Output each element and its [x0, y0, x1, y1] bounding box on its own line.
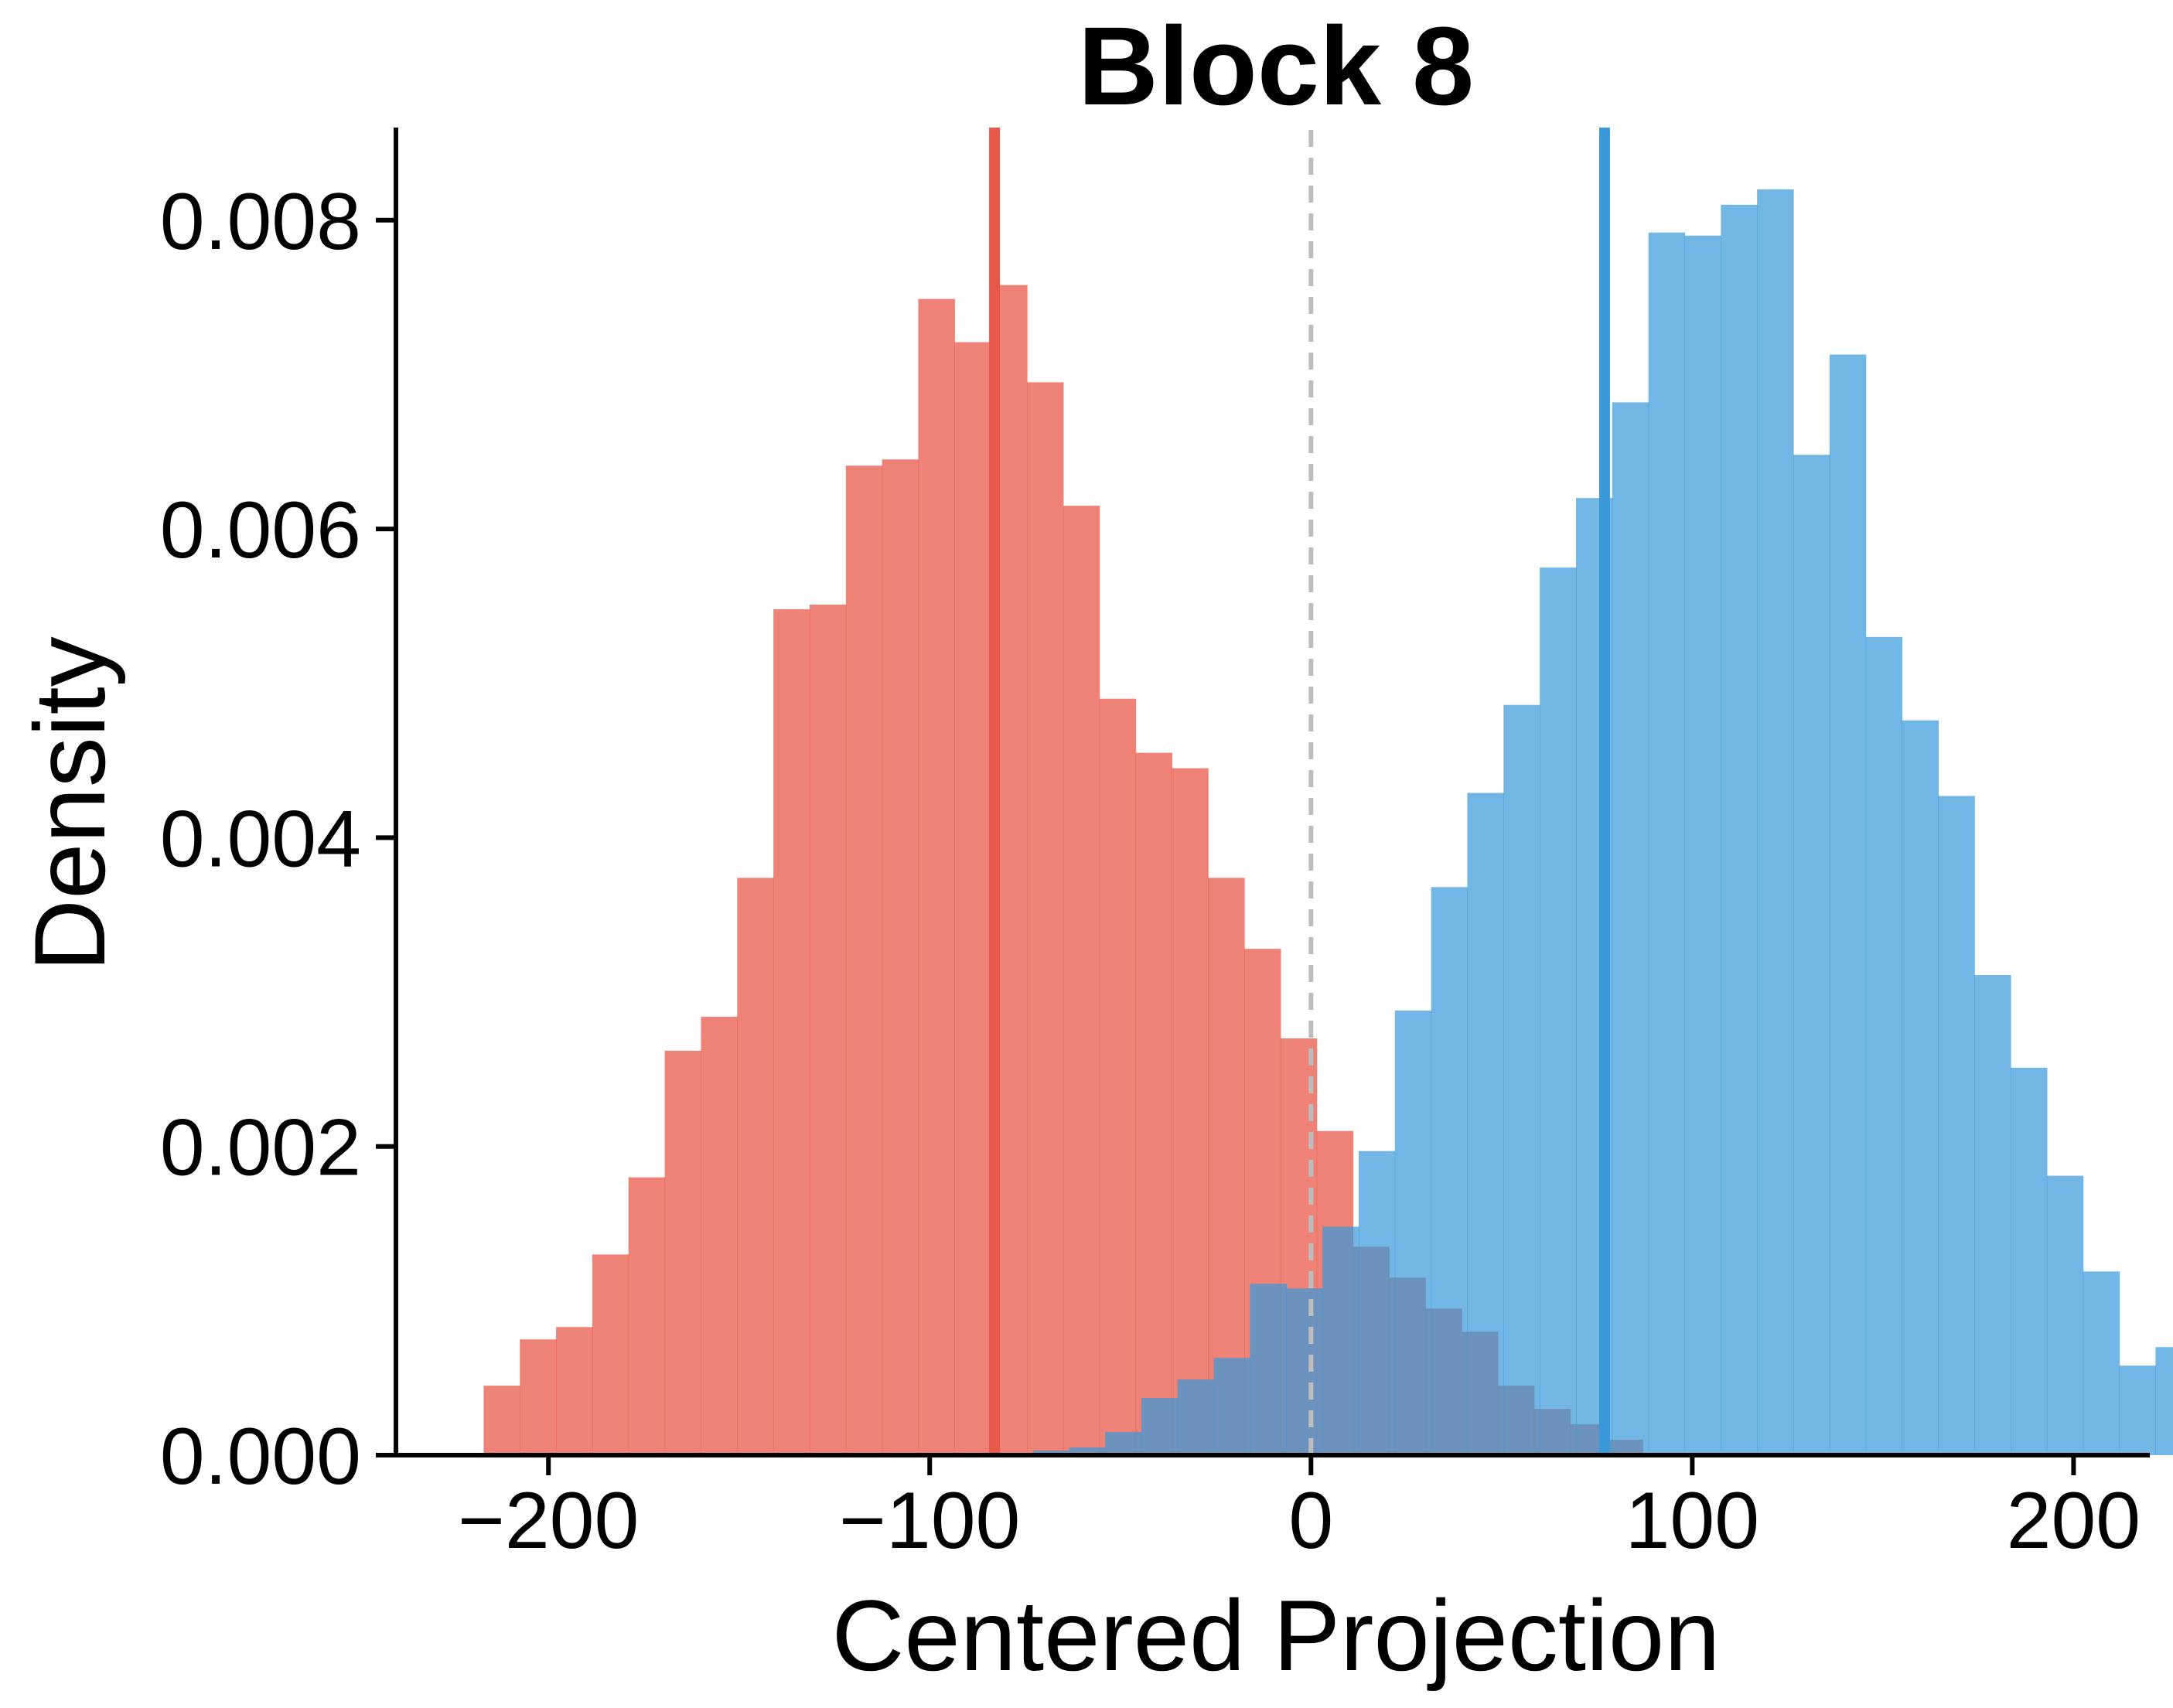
histogram-bar-series-2 — [1612, 402, 1649, 1455]
x-tick-label: −200 — [458, 1476, 639, 1566]
histogram-bar-series-2 — [1757, 189, 1794, 1455]
histogram-bar-series-2 — [1286, 1288, 1323, 1455]
histogram-bar-series-2 — [1250, 1284, 1287, 1455]
histogram-bar-series-2 — [1721, 204, 1758, 1456]
histogram-bar-series-1 — [483, 1386, 520, 1455]
histogram-bar-series-2 — [1902, 720, 1939, 1455]
histogram-bar-series-2 — [1467, 793, 1504, 1455]
y-tick-label: 0.004 — [160, 794, 361, 884]
histogram-bar-series-1 — [845, 465, 883, 1455]
histogram-bar-series-2 — [1793, 455, 1830, 1455]
histogram-bar-series-1 — [592, 1254, 629, 1455]
histogram-bar-series-2 — [1431, 887, 1469, 1455]
y-axis-label: Density — [13, 636, 126, 971]
histogram-bar-series-2 — [1322, 1226, 1359, 1455]
histogram-bar-series-1 — [737, 878, 774, 1455]
histogram-bar-series-1 — [809, 604, 847, 1455]
histogram-bar-series-2 — [1503, 704, 1540, 1455]
histogram-bar-series-1 — [1026, 382, 1064, 1455]
histogram-bar-series-2 — [2155, 1347, 2173, 1455]
histogram-bar-series-2 — [2083, 1271, 2120, 1455]
histogram-bar-series-2 — [2011, 1067, 2048, 1455]
histogram-bar-series-2 — [1177, 1379, 1215, 1455]
histogram-bar-series-1 — [520, 1339, 557, 1455]
histogram-bar-series-2 — [1105, 1432, 1142, 1455]
histogram-bar-series-2 — [1648, 232, 1686, 1455]
x-tick-label: 100 — [1625, 1476, 1760, 1566]
histogram-bar-series-2 — [1829, 354, 1867, 1456]
histogram-bar-series-2 — [1684, 235, 1721, 1455]
x-tick-label: −100 — [839, 1476, 1020, 1566]
histogram-bar-series-1 — [1099, 698, 1137, 1455]
y-tick-label: 0.000 — [160, 1412, 361, 1502]
histogram-bar-series-2 — [1358, 1151, 1396, 1455]
histogram-bar-series-2 — [1938, 796, 1975, 1455]
histogram-bar-series-1 — [954, 342, 991, 1455]
x-tick-label: 200 — [2007, 1476, 2141, 1566]
x-axis-label: Centered Projection — [832, 1579, 1721, 1692]
bars-layer — [483, 189, 2173, 1456]
y-tick-label: 0.008 — [160, 177, 361, 267]
histogram-bar-series-2 — [1865, 636, 1903, 1455]
histogram-bar-series-1 — [701, 1016, 738, 1455]
histogram-bar-series-1 — [556, 1327, 593, 1455]
histogram-bar-series-2 — [1213, 1358, 1251, 1455]
histogram-bar-series-1 — [773, 609, 810, 1455]
histogram-bar-series-1 — [918, 298, 955, 1455]
histogram-bar-series-1 — [882, 459, 919, 1455]
histogram-bar-series-1 — [1172, 768, 1209, 1455]
histogram-bar-series-1 — [1063, 506, 1100, 1456]
histogram-bar-series-2 — [1540, 568, 1577, 1455]
histogram-bar-series-2 — [1394, 1011, 1432, 1455]
histogram-bar-series-2 — [1141, 1398, 1179, 1455]
histogram-bar-series-2 — [1974, 975, 2011, 1455]
histogram-bar-series-2 — [2046, 1175, 2084, 1455]
lines-layer — [989, 128, 1610, 1455]
chart-title: Block 8 — [1078, 4, 1474, 128]
histogram-bar-series-1 — [664, 1050, 702, 1455]
y-tick-label: 0.002 — [160, 1103, 361, 1193]
histogram-bar-series-1 — [1135, 752, 1172, 1455]
axes-layer: −200 −100 0 100 200 0.000 0.002 0.004 0.006 0.008 — [160, 128, 2150, 1566]
y-tick-label: 0.006 — [160, 486, 361, 575]
histogram-bar-series-2 — [2119, 1365, 2156, 1455]
x-tick-label: 0 — [1288, 1476, 1333, 1566]
histogram-bar-series-1 — [628, 1177, 666, 1455]
histogram-bar-series-2 — [1069, 1447, 1106, 1455]
